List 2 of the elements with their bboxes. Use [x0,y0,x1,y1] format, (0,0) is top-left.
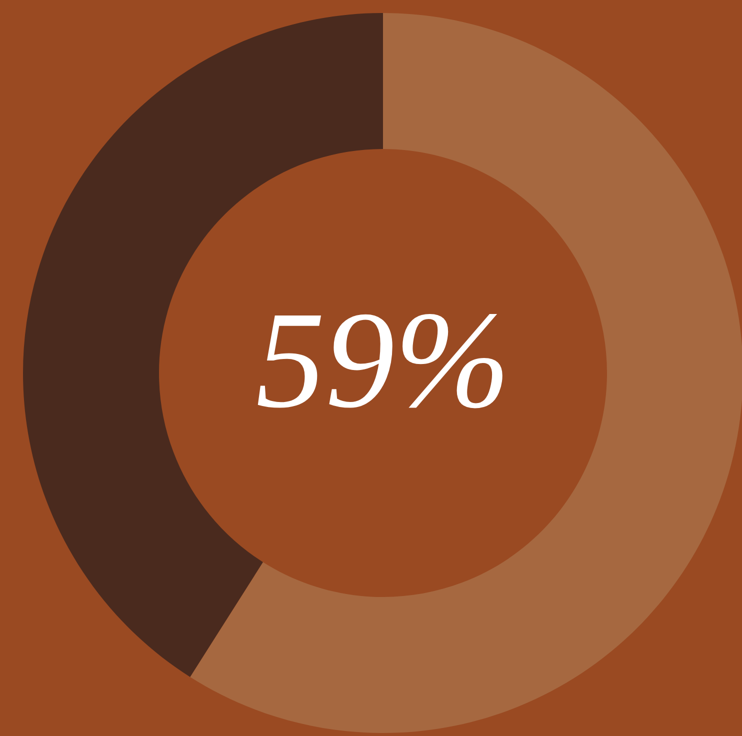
data-label: 59% [258,314,502,408]
donut-slice [190,13,742,733]
